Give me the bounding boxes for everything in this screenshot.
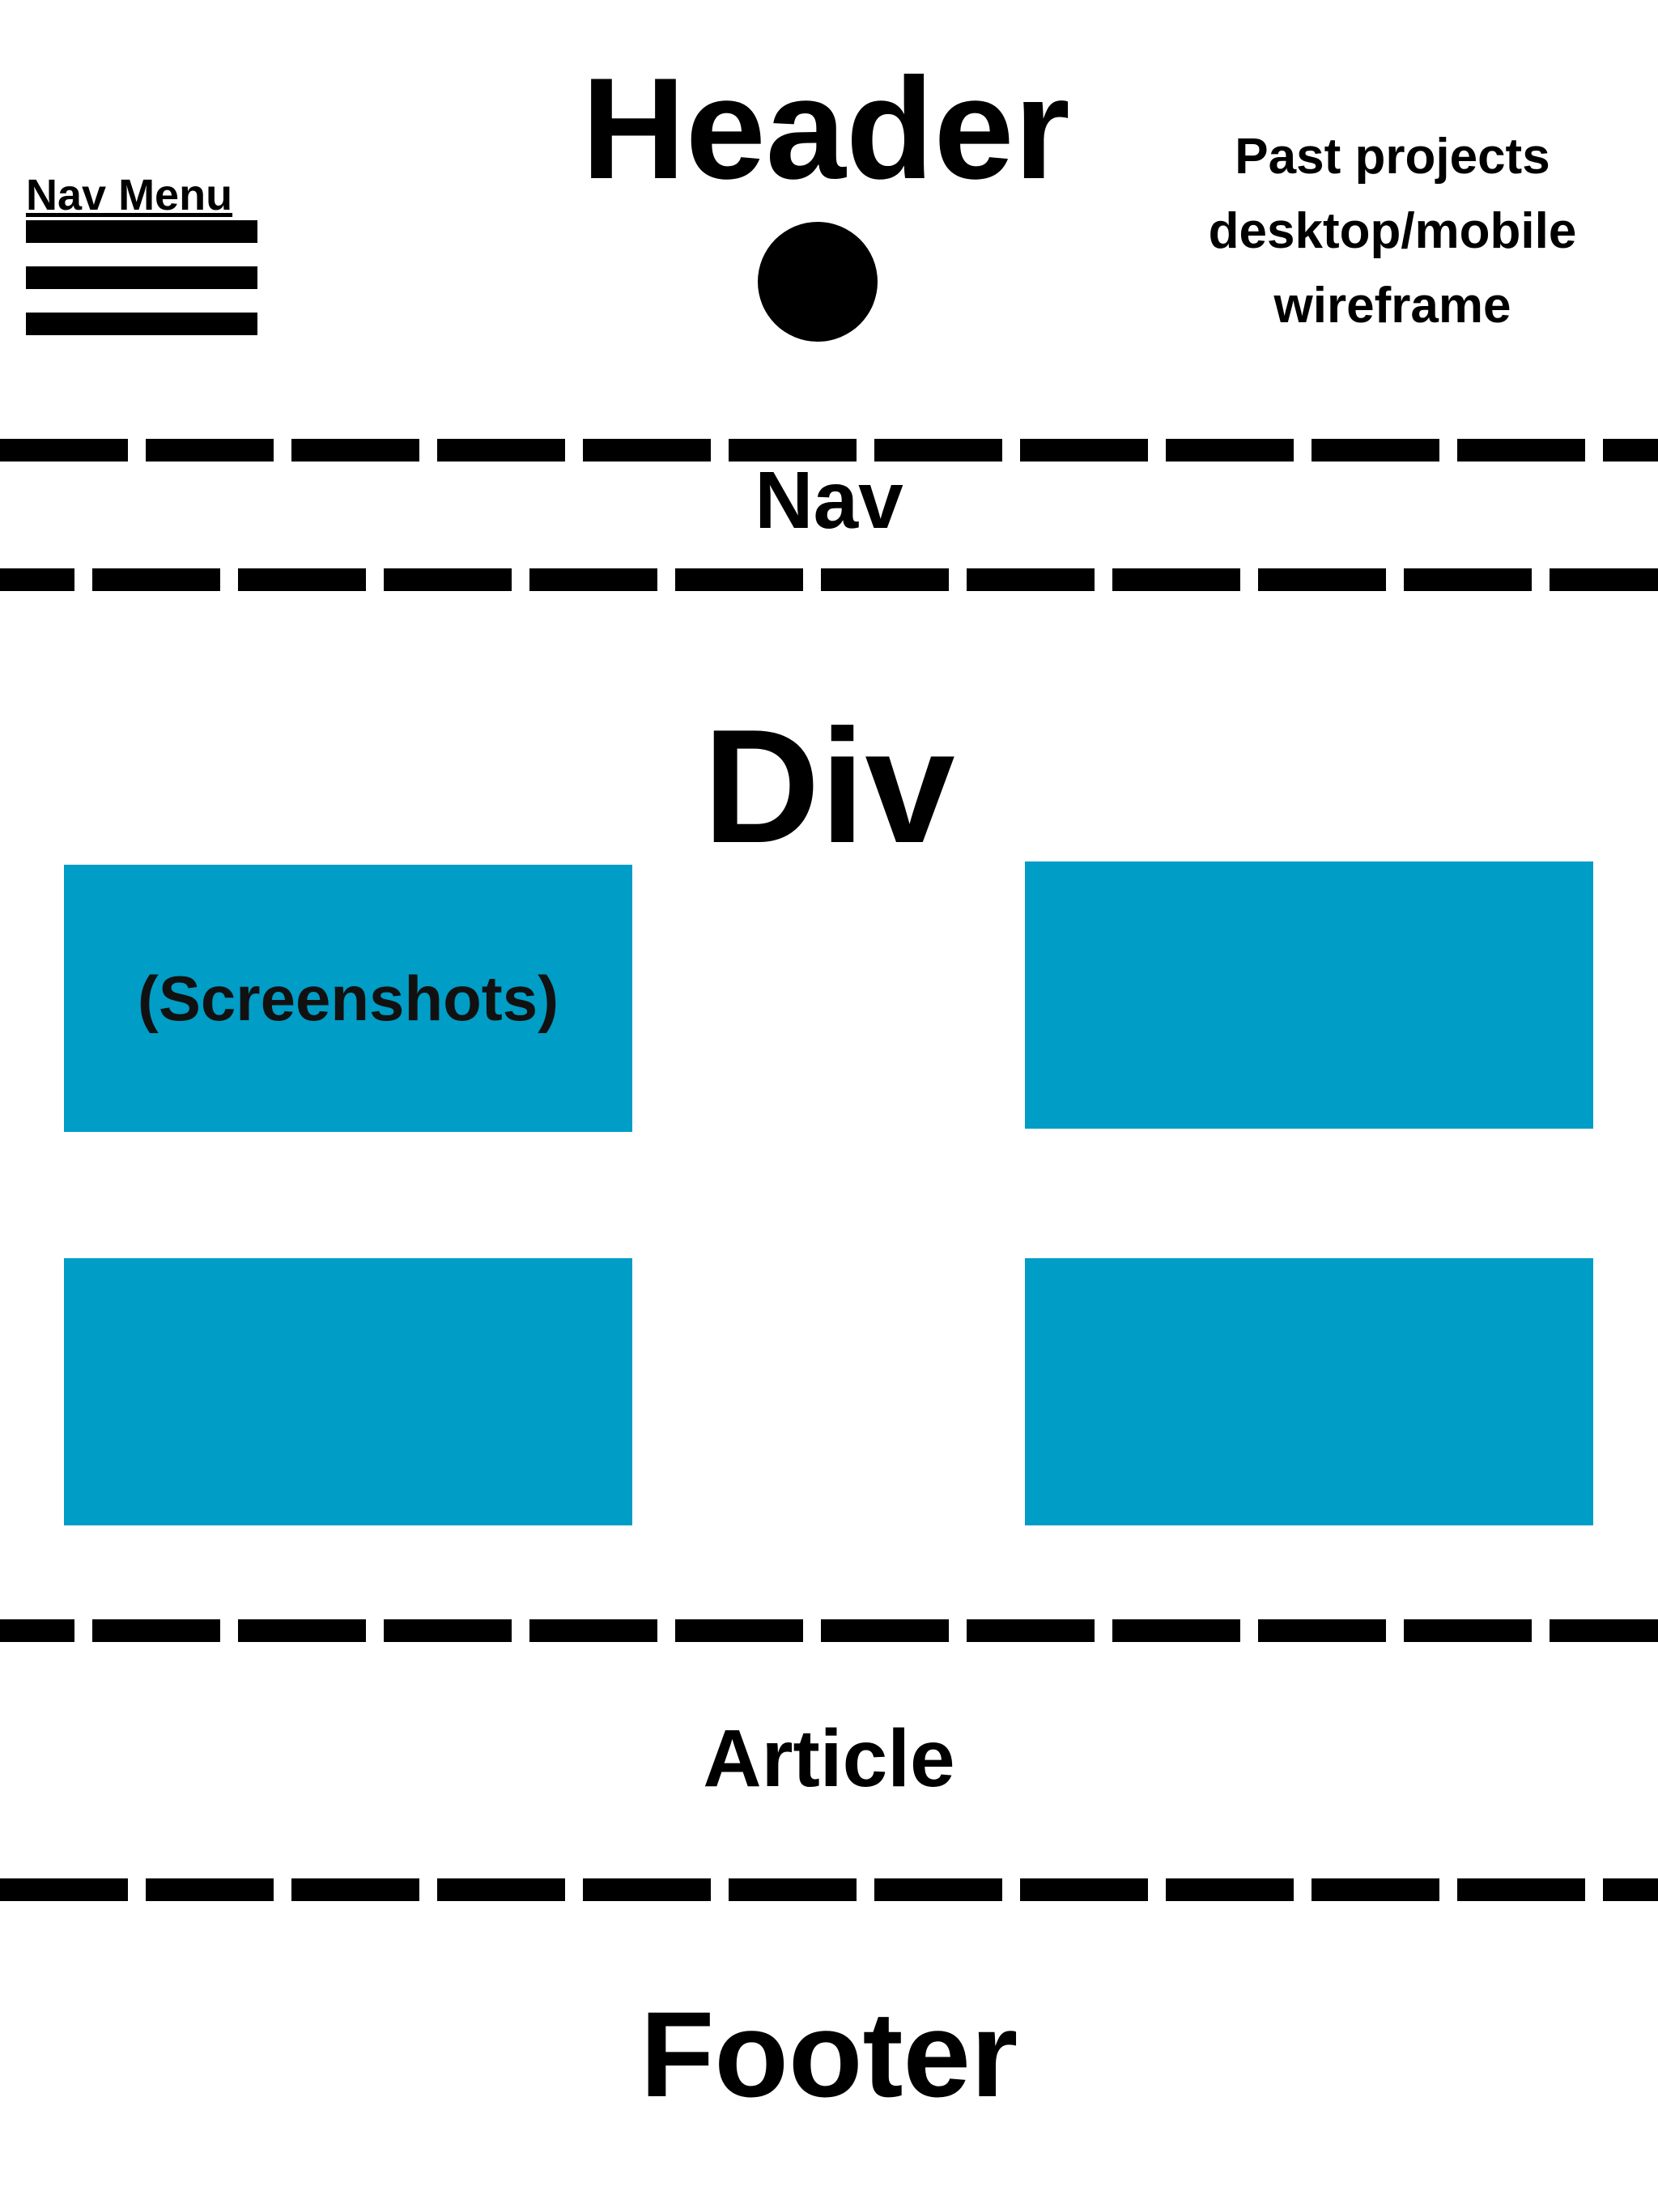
nav-section-label: Nav	[755, 455, 903, 546]
subtitle-line: Past projects	[1235, 129, 1550, 185]
div-section-label: Div	[703, 696, 955, 877]
hamburger-bar	[26, 220, 257, 243]
dashed-divider	[0, 1878, 1658, 1901]
dashed-divider	[0, 439, 1658, 462]
subtitle-line: wireframe	[1273, 278, 1511, 334]
header-subtitle: Past projects desktop/mobile wireframe	[1133, 120, 1652, 343]
header-title: Header	[581, 48, 1070, 209]
subtitle-line: desktop/mobile	[1208, 203, 1577, 259]
screenshot-placeholder: (Screenshots)	[64, 865, 632, 1132]
dashed-divider	[0, 568, 1658, 591]
screenshot-placeholder	[1025, 861, 1593, 1129]
hamburger-menu-icon[interactable]	[26, 220, 257, 335]
circle-logo-icon	[758, 222, 878, 342]
article-section-label: Article	[703, 1713, 955, 1804]
dashed-divider	[0, 1619, 1658, 1642]
screenshot-placeholder	[64, 1258, 632, 1525]
hamburger-bar	[26, 266, 257, 289]
footer-section-label: Footer	[640, 1986, 1018, 2122]
hamburger-bar	[26, 313, 257, 335]
screenshot-placeholder-label: (Screenshots)	[137, 962, 559, 1034]
nav-menu-label: Nav Menu	[26, 171, 233, 219]
screenshot-placeholder	[1025, 1258, 1593, 1525]
